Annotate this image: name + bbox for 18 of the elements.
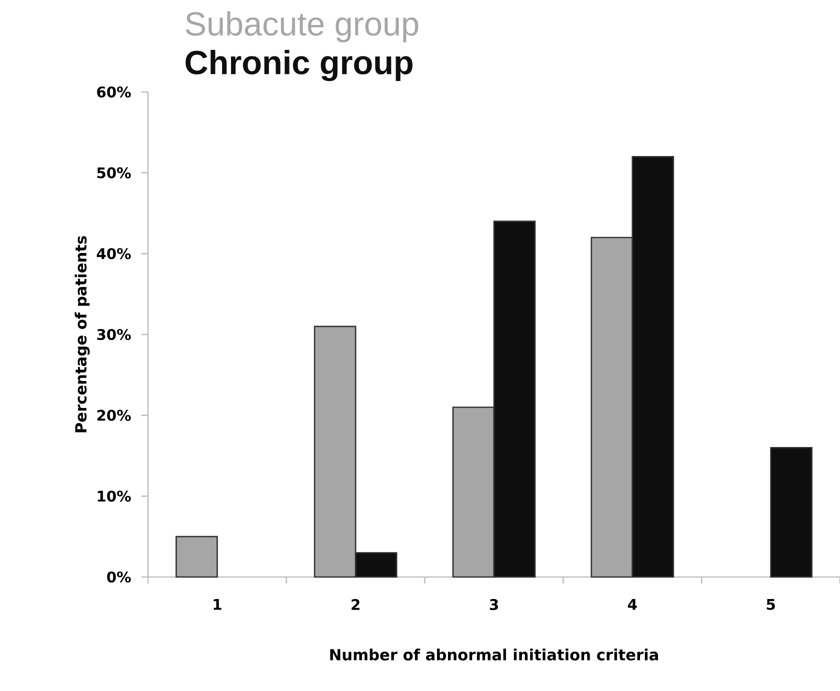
text: Chronic group (186, 50, 412, 82)
bar (176, 536, 218, 578)
y-tick-label: 50% (97, 167, 131, 178)
y-tick-label: 0% (107, 571, 131, 583)
x-tick-label: 3 (490, 599, 498, 610)
y-axis-title: Percentage of patients (74, 236, 90, 432)
x-tick-label: 4 (628, 599, 637, 610)
x-tick-label: 2 (352, 599, 360, 610)
x-axis-title: Number of abnormal initiation criteria (330, 648, 658, 660)
y-tick-label: 10% (98, 490, 131, 502)
y-tick-label: 40% (96, 248, 131, 260)
y-tick-label: 30% (97, 328, 131, 340)
bar (770, 446, 812, 578)
y-tick-label: 60% (97, 86, 131, 98)
text: Subacute group (186, 11, 418, 42)
x-tick-label: 1 (214, 599, 222, 610)
y-tick-label: 20% (97, 410, 131, 421)
x-tick-label: 5 (766, 599, 775, 610)
